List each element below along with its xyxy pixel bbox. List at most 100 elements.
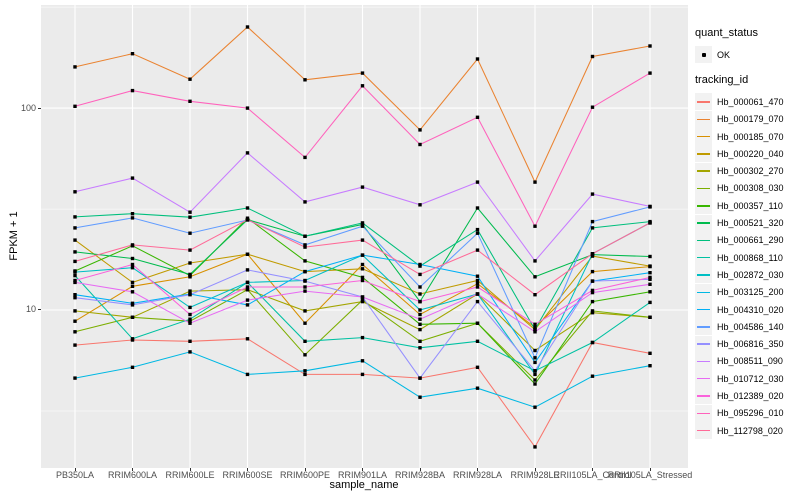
legend-item-label: Hb_000220_040 xyxy=(717,148,784,159)
data-point xyxy=(73,273,77,278)
data-point xyxy=(188,272,192,277)
data-point xyxy=(73,190,77,194)
data-point xyxy=(418,346,422,350)
data-point xyxy=(475,115,480,119)
data-point xyxy=(245,288,250,292)
legend-key xyxy=(695,283,712,301)
data-point xyxy=(303,309,307,313)
legend-item-label: Hb_000868_110 xyxy=(717,252,783,263)
legend-key xyxy=(695,266,712,284)
data-point xyxy=(475,339,480,343)
data-point xyxy=(73,319,77,323)
legend-item: Hb_000185_070 xyxy=(695,128,799,146)
x-tick-mark xyxy=(592,468,593,471)
data-point xyxy=(130,88,135,93)
legend-key-ok xyxy=(695,46,712,64)
legend-key xyxy=(695,162,712,180)
legend-item: Hb_000308_030 xyxy=(695,179,799,197)
data-point xyxy=(648,44,652,48)
legend-item: Hb_000521_320 xyxy=(695,214,799,232)
legend-item-label: Hb_002872_030 xyxy=(717,269,784,280)
data-point xyxy=(475,180,480,184)
data-point xyxy=(475,206,480,210)
data-point xyxy=(130,212,135,216)
x-tick-mark xyxy=(132,468,133,471)
x-tick-mark xyxy=(477,468,478,471)
legend-item: Hb_000868_110 xyxy=(695,249,799,267)
legend-title-quant-status: quant_status xyxy=(695,27,758,39)
data-point xyxy=(360,84,365,88)
data-point xyxy=(648,282,652,286)
data-point xyxy=(73,309,77,313)
data-point xyxy=(475,227,480,232)
legend-section-quant-status: quant_status OK xyxy=(695,27,799,64)
legend-item-label: Hb_004310_020 xyxy=(717,304,784,315)
legend-key xyxy=(695,231,712,249)
legend-item: Hb_000357_110 xyxy=(695,197,799,215)
data-point xyxy=(303,78,307,82)
data-point xyxy=(418,262,422,267)
x-tick-label: RRIM600SE xyxy=(222,470,273,480)
legend-item: Hb_002872_030 xyxy=(695,266,799,284)
data-point xyxy=(303,279,307,283)
legend-items: Hb_000061_470 Hb_000179_070 Hb_000185_070 H… xyxy=(695,93,799,440)
legend-item-label: Hb_000661_290 xyxy=(717,235,784,246)
legend-item-label: Hb_000179_070 xyxy=(717,114,784,125)
x-tick-mark xyxy=(74,468,76,471)
data-point xyxy=(360,267,365,271)
data-point xyxy=(188,231,192,235)
data-point xyxy=(360,221,365,225)
data-point xyxy=(360,359,365,363)
legend: quant_status OK tracking_id Hb_000061_47… xyxy=(695,27,799,440)
data-point xyxy=(590,252,595,256)
data-point xyxy=(590,269,595,274)
plot-panel xyxy=(41,5,688,468)
data-point xyxy=(360,262,365,267)
data-point xyxy=(245,106,250,110)
data-point xyxy=(360,185,365,189)
data-point xyxy=(73,376,77,380)
data-point xyxy=(188,305,192,310)
data-point xyxy=(533,405,537,409)
data-point xyxy=(73,296,77,300)
legend-key xyxy=(695,128,712,146)
data-point xyxy=(303,259,307,263)
legend-item: Hb_003125_200 xyxy=(695,283,799,301)
point-icon xyxy=(701,52,706,57)
data-point xyxy=(475,282,480,286)
data-point xyxy=(73,293,77,297)
data-point xyxy=(245,206,250,210)
data-point xyxy=(533,372,537,377)
data-point xyxy=(418,322,422,326)
data-point xyxy=(533,325,537,330)
legend-key xyxy=(695,110,712,128)
data-point xyxy=(418,308,422,312)
x-tick-label: RRIM600LE xyxy=(165,470,215,480)
data-point xyxy=(418,128,422,132)
data-point xyxy=(475,278,480,283)
data-point xyxy=(648,315,652,319)
legend-item-label: Hb_003125_200 xyxy=(717,287,784,298)
data-point xyxy=(130,256,135,261)
data-point xyxy=(245,372,250,377)
data-point xyxy=(475,299,480,304)
data-point xyxy=(188,248,192,252)
y-tick-label: 100 xyxy=(20,102,36,113)
data-point xyxy=(245,285,250,289)
line-swatch-icon xyxy=(697,429,710,432)
x-tick-label: RRIM600LA xyxy=(107,470,158,480)
line-swatch-icon xyxy=(697,205,710,207)
x-tick-mark xyxy=(362,468,363,471)
data-point xyxy=(418,312,422,317)
x-tick-label: RRIM901LA xyxy=(337,470,388,480)
data-point xyxy=(130,290,135,294)
data-point xyxy=(360,295,365,299)
legend-key xyxy=(695,93,712,111)
data-point xyxy=(590,192,595,196)
legend-item-label: Hb_095296_010 xyxy=(717,408,784,419)
data-point xyxy=(303,155,307,160)
data-point xyxy=(303,285,307,289)
legend-key xyxy=(695,249,712,267)
data-point xyxy=(245,218,250,222)
